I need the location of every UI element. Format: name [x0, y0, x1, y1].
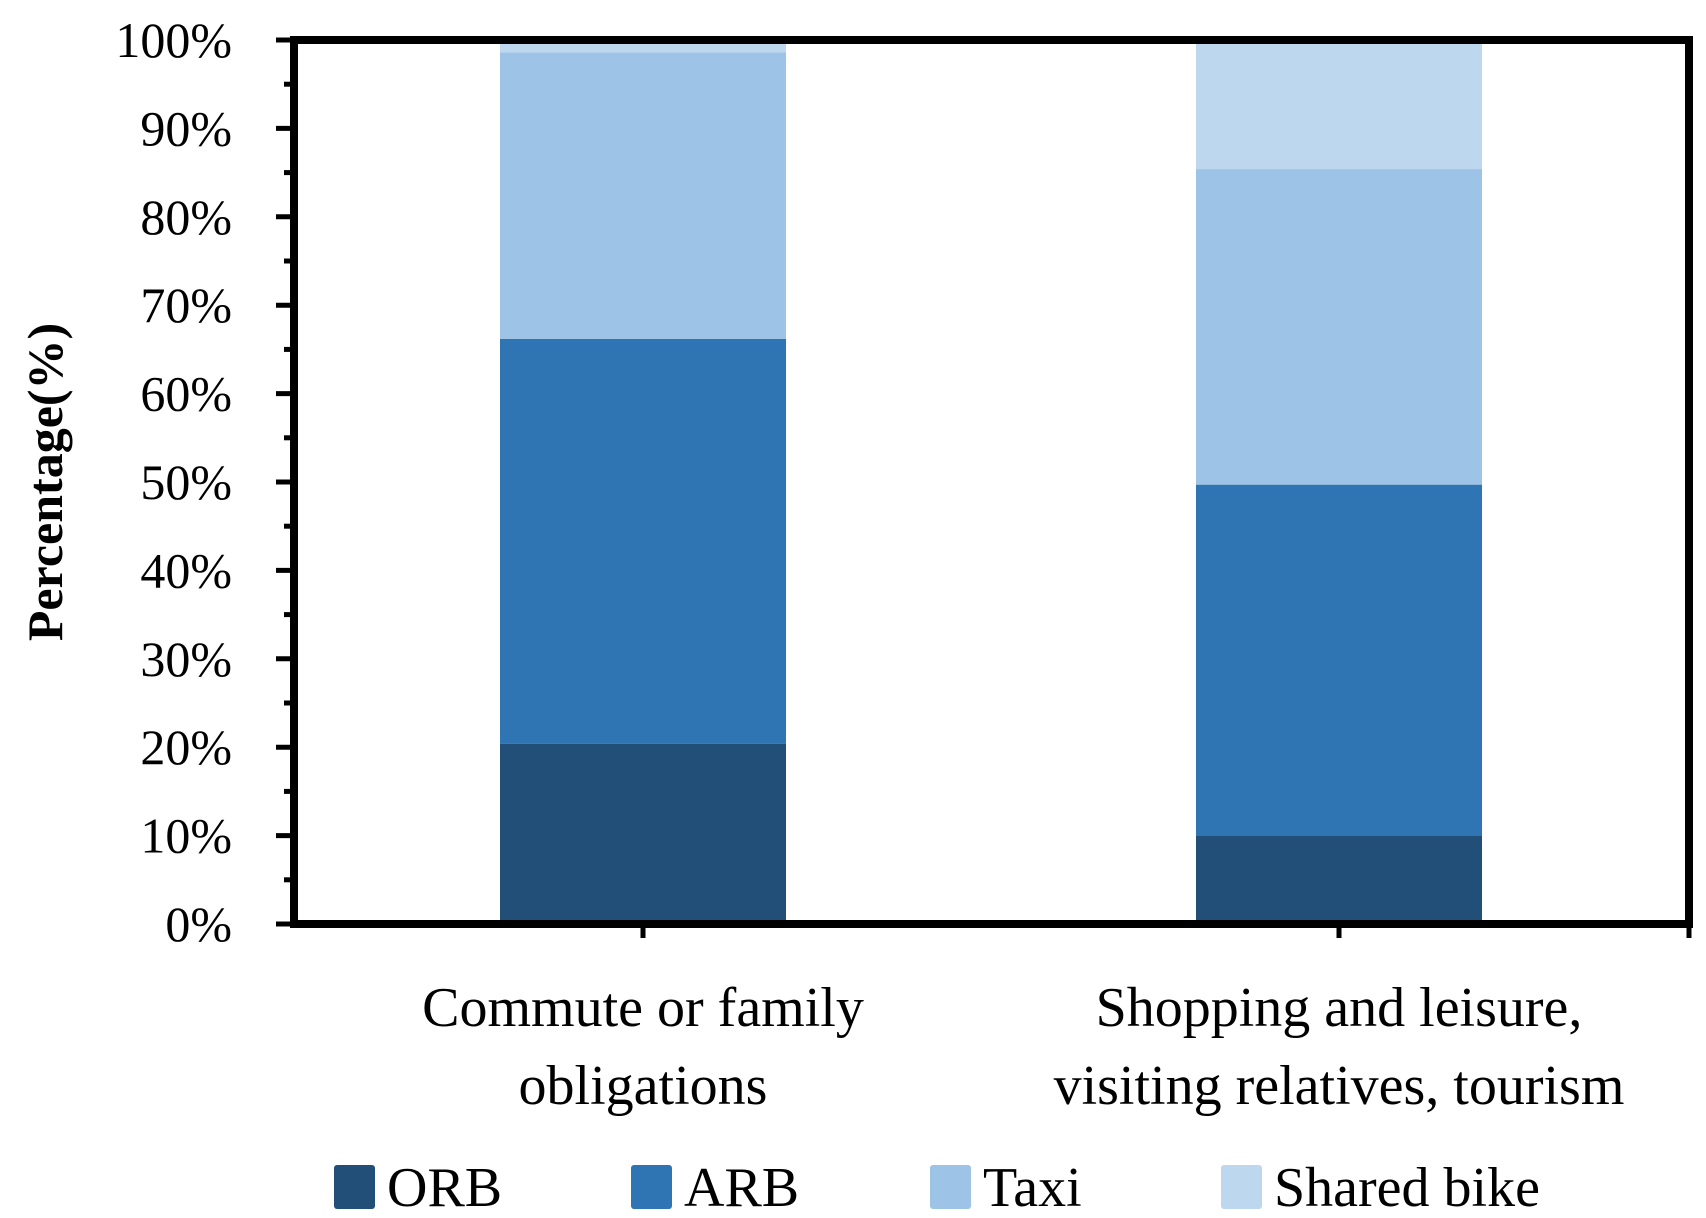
x-category-label: Shopping and leisure, [1096, 977, 1583, 1039]
axes-layer [276, 36, 1693, 938]
x-category-label: visiting relatives, tourism [1054, 1055, 1625, 1117]
legend: ORB ARB Taxi Shared bike [334, 1157, 1540, 1218]
bar-segment-arb-1 [500, 338, 786, 744]
y-tick-label: 50% [140, 454, 232, 510]
x-category-label: Commute or family [422, 977, 864, 1039]
legend-swatch-arb [631, 1165, 672, 1209]
x-category-label: obligations [519, 1055, 768, 1117]
bar-segment-shared-bike-2 [1196, 40, 1482, 170]
legend-label: Taxi [983, 1157, 1082, 1218]
legend-swatch-shared-bike [1221, 1165, 1262, 1209]
legend-label: ARB [684, 1157, 799, 1218]
y-tick-label: 10% [140, 808, 232, 864]
bar-segment-taxi-1 [500, 52, 786, 339]
legend-swatch-orb [334, 1165, 375, 1209]
bar-segment-orb-1 [500, 743, 786, 924]
y-tick-label: 20% [140, 719, 232, 775]
y-tick-label: 30% [140, 631, 232, 687]
y-tick-label: 60% [140, 366, 232, 422]
y-tick-label: 40% [140, 542, 232, 598]
bars-layer [500, 40, 1482, 924]
y-tick-label: 90% [140, 100, 232, 156]
bar-segment-taxi-2 [1196, 169, 1482, 485]
bar-segment-orb-2 [1196, 835, 1482, 924]
bar-segment-arb-2 [1196, 484, 1482, 836]
legend-label: ORB [387, 1157, 502, 1218]
y-axis-label: Percentage(%) [17, 323, 73, 641]
legend-label: Shared bike [1274, 1157, 1540, 1218]
y-tick-labels: 0% 10% 20% 30% 40% 50% 60% 70% 80% 90% 100% [115, 12, 232, 952]
x-category-labels: Commute or family obligations Shopping and… [422, 977, 1624, 1117]
legend-swatch-taxi [930, 1165, 971, 1209]
y-tick-label: 70% [140, 277, 232, 333]
y-tick-label: 80% [140, 189, 232, 245]
y-tick-label: 0% [165, 896, 232, 952]
y-tick-label: 100% [115, 12, 232, 68]
